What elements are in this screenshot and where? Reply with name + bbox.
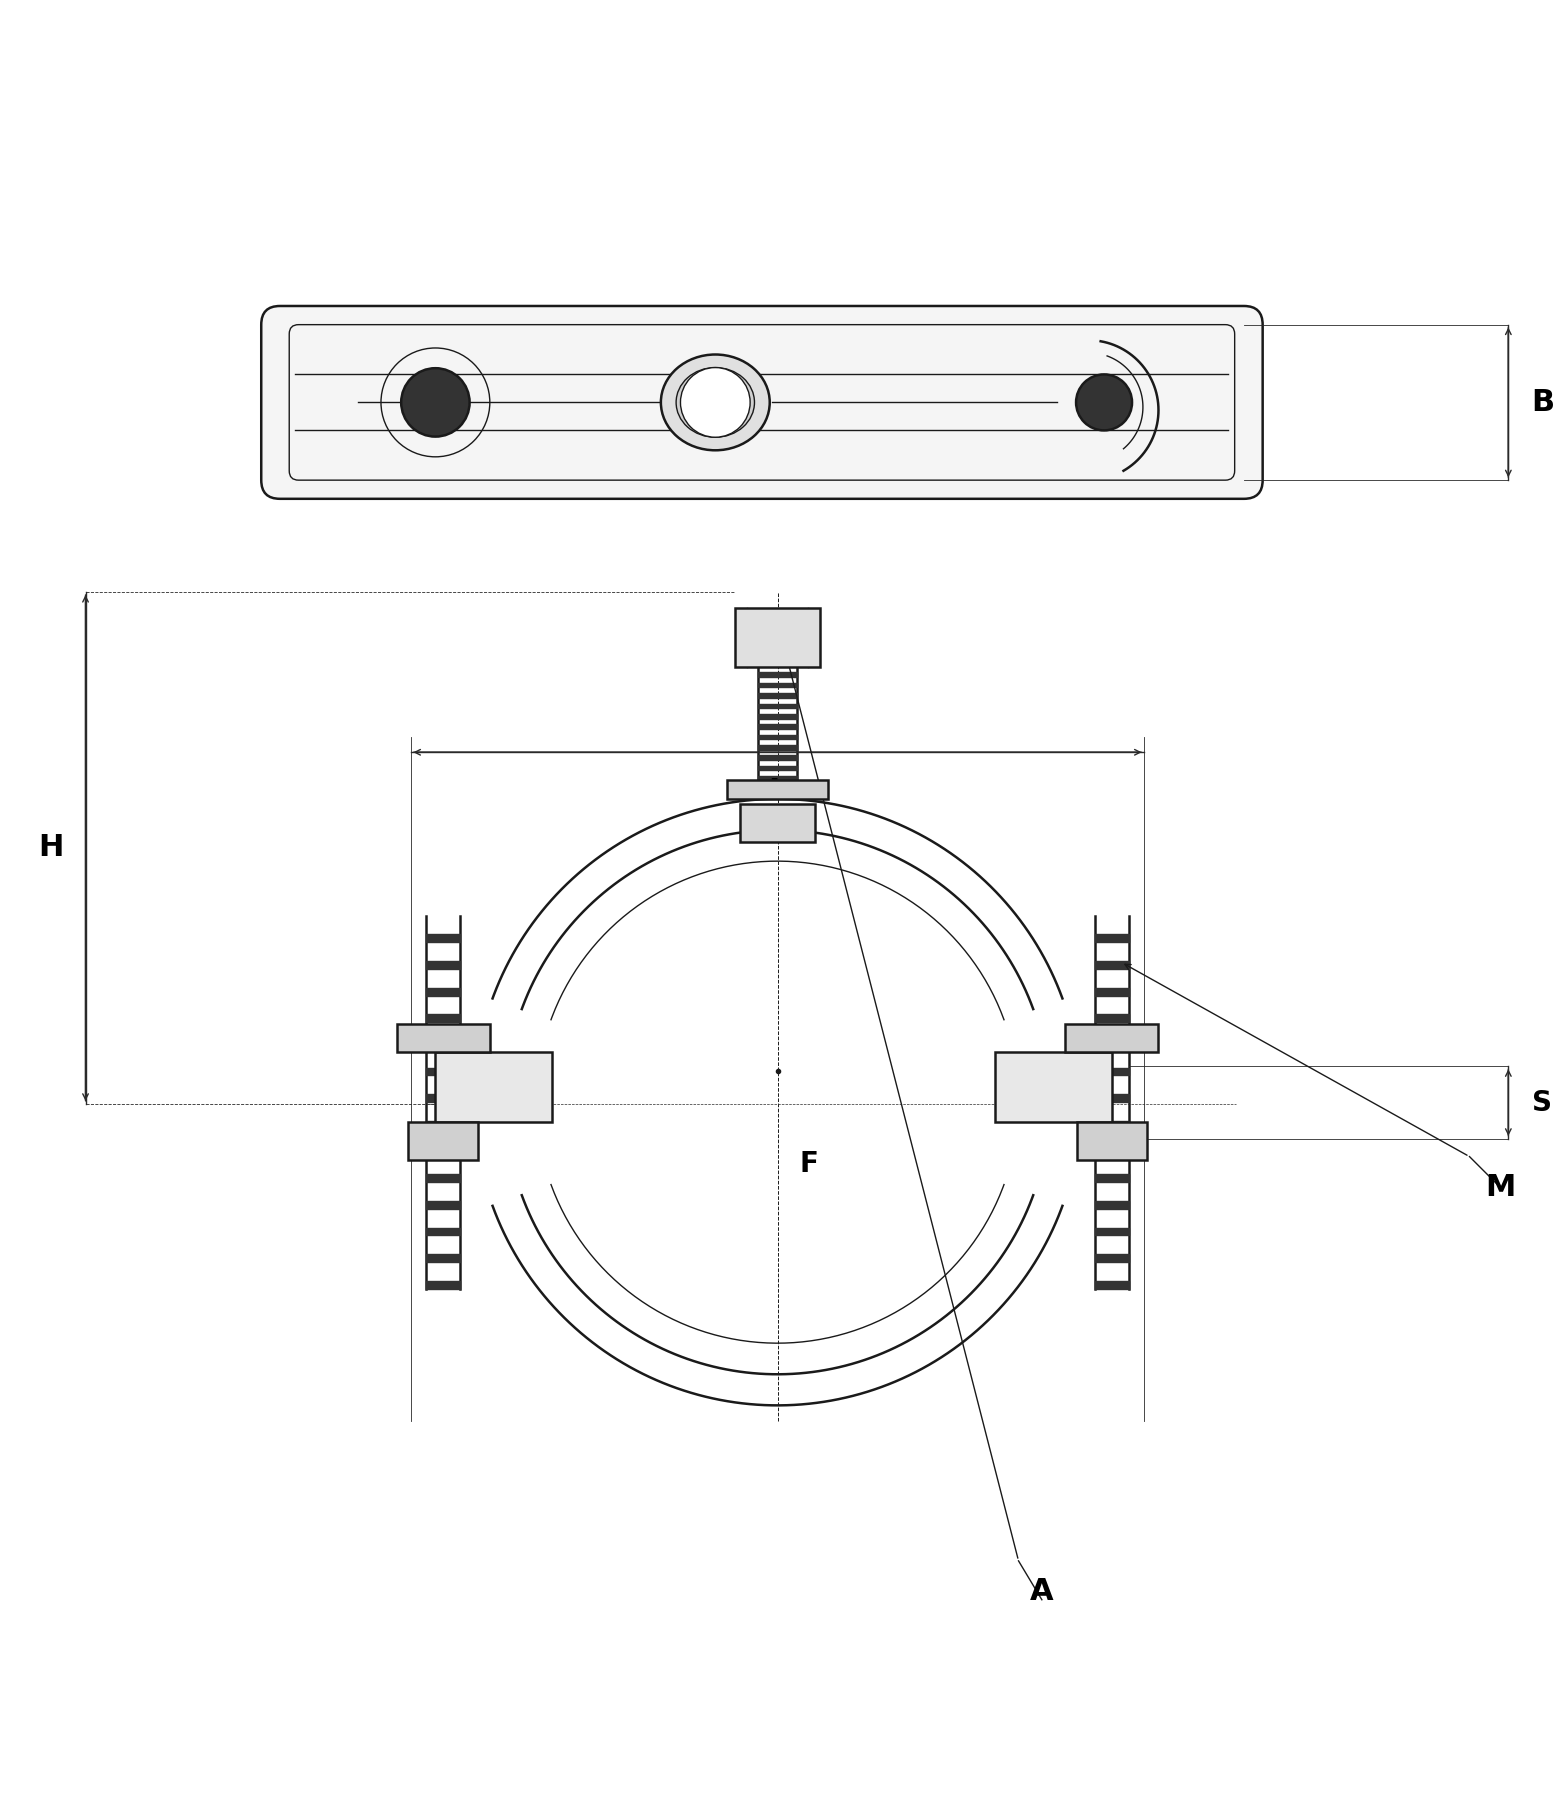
- Bar: [995, 1051, 1112, 1121]
- FancyBboxPatch shape: [261, 306, 1263, 499]
- Bar: [740, 803, 815, 842]
- Text: S: S: [1532, 1089, 1552, 1116]
- Bar: [435, 1051, 552, 1121]
- Bar: [734, 608, 821, 666]
- Circle shape: [1076, 374, 1132, 430]
- Bar: [728, 779, 827, 799]
- Circle shape: [681, 367, 750, 437]
- Ellipse shape: [676, 367, 754, 437]
- Ellipse shape: [661, 355, 770, 450]
- Text: F: F: [799, 1150, 818, 1179]
- Bar: [397, 1024, 490, 1051]
- Text: M: M: [1485, 1174, 1516, 1202]
- Text: L: L: [768, 776, 787, 806]
- Circle shape: [401, 369, 470, 437]
- Text: B: B: [1532, 389, 1555, 418]
- Bar: [407, 1121, 477, 1161]
- Text: H: H: [39, 833, 64, 862]
- Text: A: A: [1029, 1577, 1054, 1606]
- Bar: [1065, 1024, 1158, 1051]
- Bar: [1078, 1121, 1148, 1161]
